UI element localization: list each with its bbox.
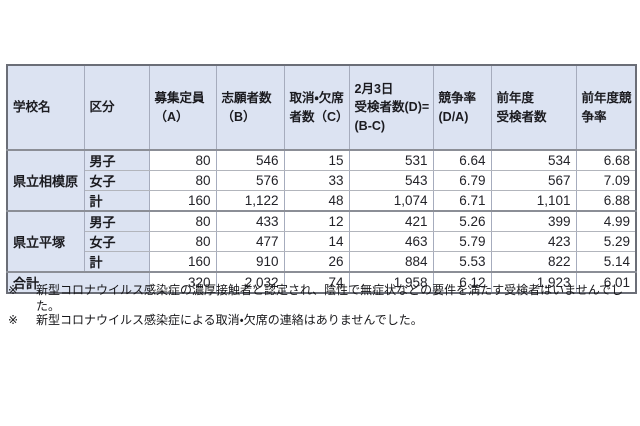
data-cell: 884 bbox=[348, 251, 434, 273]
table-row: 女子 80 576 33 543 6.79 567 7.09 bbox=[7, 170, 637, 191]
category-cell: 計 bbox=[83, 190, 150, 212]
data-cell: 26 bbox=[283, 251, 350, 273]
data-cell: 463 bbox=[348, 231, 434, 252]
note-marker: ※ bbox=[8, 283, 19, 297]
data-cell: 822 bbox=[490, 251, 577, 273]
category-cell: 男子 bbox=[83, 149, 150, 171]
data-cell: 4.99 bbox=[575, 210, 637, 232]
data-cell: 433 bbox=[215, 210, 285, 232]
data-cell: 15 bbox=[283, 149, 350, 171]
table-row: 女子 80 477 14 463 5.79 423 5.29 bbox=[7, 231, 637, 252]
header-ratio-da: 競争率 (D/A) bbox=[432, 64, 492, 151]
data-cell: 1,101 bbox=[490, 190, 577, 212]
data-cell: 12 bbox=[283, 210, 350, 232]
table-row: 計 160 910 26 884 5.53 822 5.14 bbox=[7, 251, 637, 273]
header-prev-year-examinees: 前年度 受検者数 bbox=[490, 64, 577, 151]
data-cell: 14 bbox=[283, 231, 350, 252]
data-cell: 531 bbox=[348, 149, 434, 171]
table-row: 県立相模原 男子 80 546 15 531 6.64 534 6.68 bbox=[6, 149, 637, 212]
data-cell: 6.12 bbox=[432, 271, 492, 294]
table-total-row: 合計 320 2,032 74 1,958 6.12 1,923 6.01 bbox=[6, 271, 637, 294]
school-name-cell: 県立相模原 bbox=[6, 149, 85, 212]
total-label-cell: 合計 bbox=[6, 271, 150, 294]
data-cell: 80 bbox=[148, 170, 217, 191]
note-text: 新型コロナウイルス感染症による取消・欠席の連絡はありませんでした。 bbox=[36, 313, 423, 327]
data-cell: 7.09 bbox=[575, 170, 637, 191]
header-category: 区分 bbox=[83, 64, 150, 151]
data-cell: 543 bbox=[348, 170, 434, 191]
header-capacity-a: 募集定員 （A） bbox=[148, 64, 217, 151]
data-cell: 80 bbox=[148, 149, 217, 171]
data-cell: 6.68 bbox=[575, 149, 637, 171]
category-cell: 女子 bbox=[83, 170, 150, 191]
header-examinees-feb3-d: 2月3日 受検者数(D)= (B-C) bbox=[348, 64, 434, 151]
data-cell: 2,032 bbox=[215, 271, 285, 294]
data-cell: 80 bbox=[148, 210, 217, 232]
data-cell: 6.64 bbox=[432, 149, 492, 171]
data-cell: 423 bbox=[490, 231, 577, 252]
covid-note-1: ※ 新型コロナウイルス感染症の濃厚接触者と認定され、陰性で無症状などの要件を満た… bbox=[8, 283, 633, 314]
school-name-cell: 県立平塚 bbox=[6, 210, 85, 273]
data-cell: 320 bbox=[148, 271, 217, 294]
header-school-name: 学校名 bbox=[6, 64, 85, 151]
note-text: 新型コロナウイルス感染症の濃厚接触者と認定され、陰性で無症状などの要件を満たす受… bbox=[36, 283, 624, 313]
data-cell: 421 bbox=[348, 210, 434, 232]
data-cell: 80 bbox=[148, 231, 217, 252]
data-cell: 33 bbox=[283, 170, 350, 191]
data-cell: 399 bbox=[490, 210, 577, 232]
exam-status-table: 学校名 区分 募集定員 （A） 志願者数 （B） 取消・欠席 者数（C） 2月3… bbox=[6, 64, 637, 294]
category-cell: 男子 bbox=[83, 210, 150, 232]
data-cell: 477 bbox=[215, 231, 285, 252]
data-cell: 1,923 bbox=[490, 271, 577, 294]
header-applicants-b: 志願者数 （B） bbox=[215, 64, 285, 151]
table-header-row: 学校名 区分 募集定員 （A） 志願者数 （B） 取消・欠席 者数（C） 2月3… bbox=[6, 64, 637, 151]
data-cell: 1,122 bbox=[215, 190, 285, 212]
data-cell: 48 bbox=[283, 190, 350, 212]
data-cell: 576 bbox=[215, 170, 285, 191]
data-cell: 74 bbox=[283, 271, 350, 294]
data-cell: 910 bbox=[215, 251, 285, 273]
data-cell: 5.26 bbox=[432, 210, 492, 232]
category-cell: 計 bbox=[83, 251, 150, 273]
data-cell: 160 bbox=[148, 190, 217, 212]
data-cell: 567 bbox=[490, 170, 577, 191]
covid-note-2: ※ 新型コロナウイルス感染症による取消・欠席の連絡はありませんでした。 bbox=[8, 313, 633, 329]
data-cell: 6.01 bbox=[575, 271, 637, 294]
data-cell: 160 bbox=[148, 251, 217, 273]
header-cancellations-c: 取消・欠席 者数（C） bbox=[283, 64, 350, 151]
data-cell: 5.14 bbox=[575, 251, 637, 273]
data-cell: 5.29 bbox=[575, 231, 637, 252]
data-cell: 1,958 bbox=[348, 271, 434, 294]
data-cell: 1,074 bbox=[348, 190, 434, 212]
data-cell: 5.79 bbox=[432, 231, 492, 252]
data-cell: 6.79 bbox=[432, 170, 492, 191]
data-cell: 6.71 bbox=[432, 190, 492, 212]
data-cell: 5.53 bbox=[432, 251, 492, 273]
data-cell: 6.88 bbox=[575, 190, 637, 212]
table-row: 県立平塚 男子 80 433 12 421 5.26 399 4.99 bbox=[6, 210, 637, 273]
category-cell: 女子 bbox=[83, 231, 150, 252]
note-marker: ※ bbox=[8, 313, 19, 327]
header-prev-year-ratio: 前年度競 争率 bbox=[575, 64, 637, 151]
table-row: 計 160 1,122 48 1,074 6.71 1,101 6.88 bbox=[7, 190, 637, 212]
data-cell: 546 bbox=[215, 149, 285, 171]
data-cell: 534 bbox=[490, 149, 577, 171]
